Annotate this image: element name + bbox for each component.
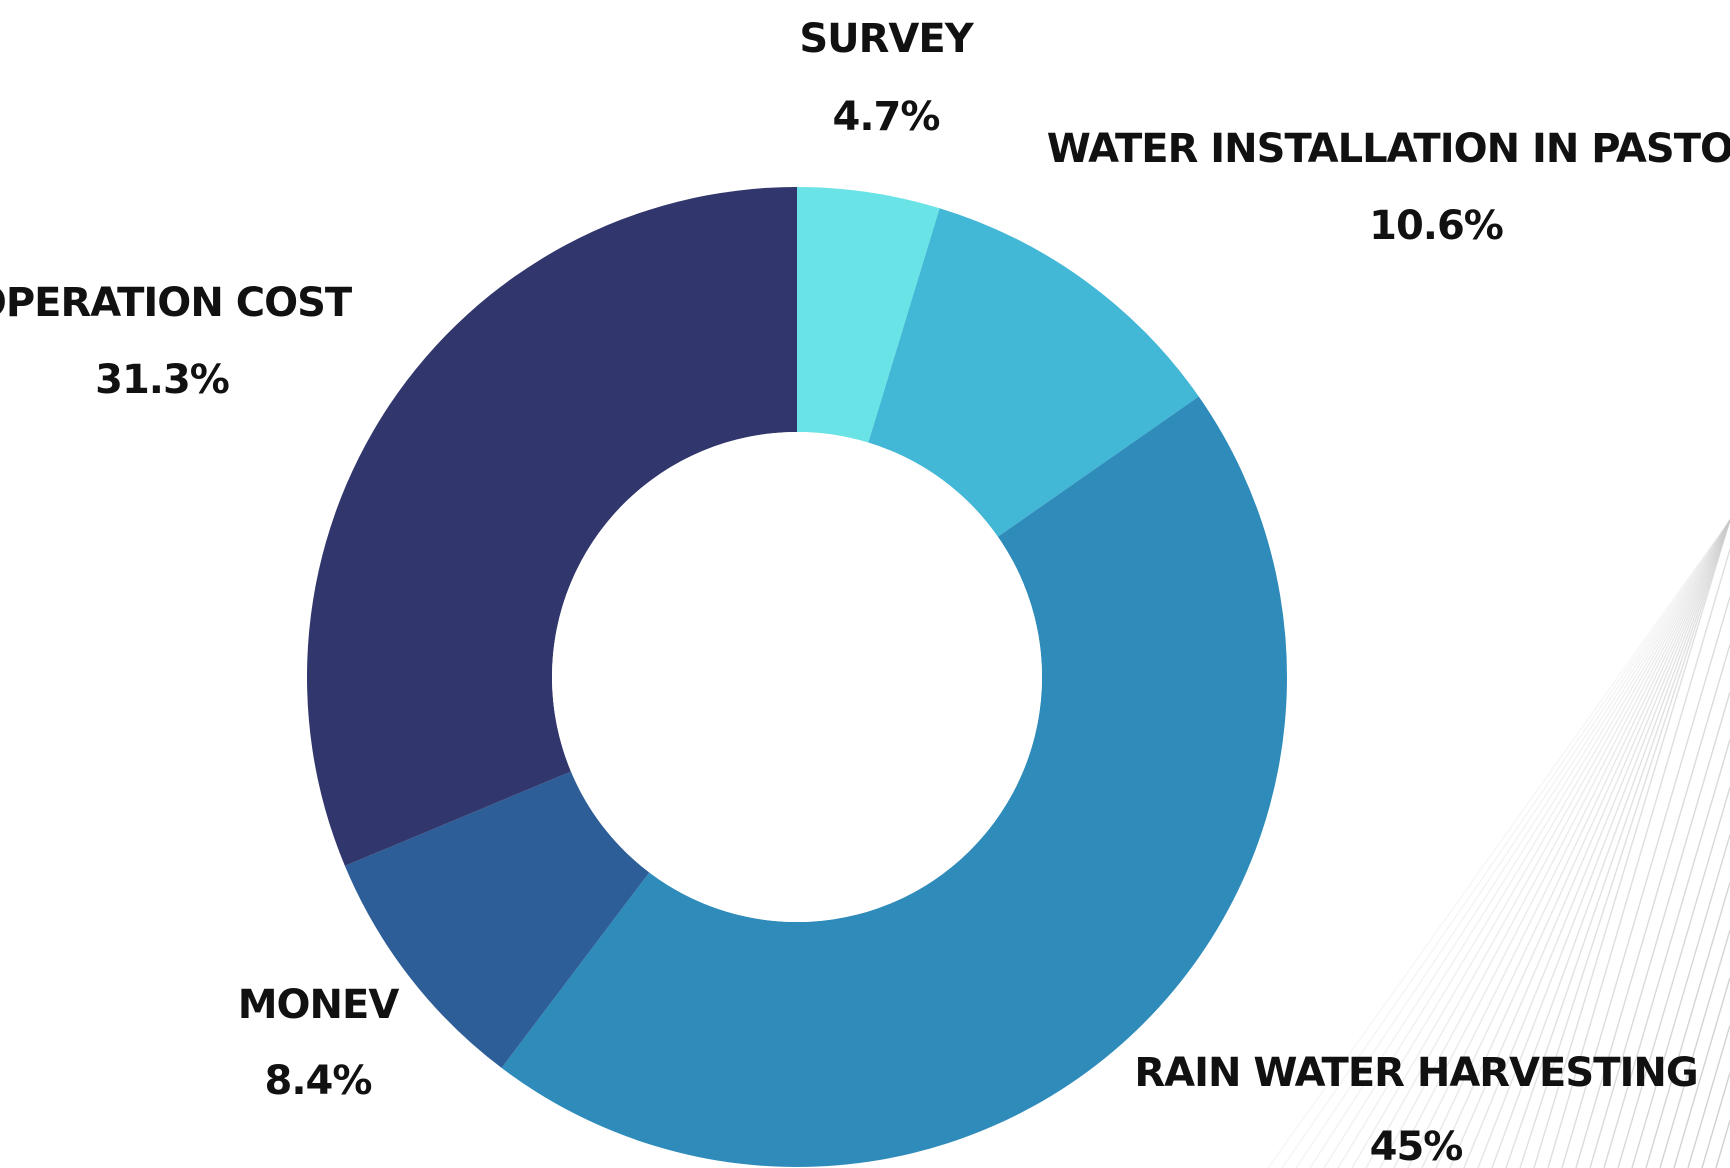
label-monev: MONEV: [238, 982, 400, 1028]
decorative-line: [1309, 519, 1730, 1168]
decorative-line: [1533, 519, 1730, 1168]
decorative-line: [1589, 691, 1730, 1168]
decorative-line: [1673, 977, 1730, 1168]
decorative-line: [1393, 519, 1730, 1168]
donut-hole: [552, 432, 1042, 922]
value-water-installation: 10.6%: [1369, 203, 1503, 249]
decorative-line: [1701, 1072, 1730, 1168]
decorative-line: [1337, 519, 1730, 1168]
decorative-line: [1547, 549, 1730, 1168]
decorative-line: [1575, 644, 1730, 1168]
decorative-line: [1715, 1120, 1730, 1168]
label-water-installation: WATER INSTALLATION IN PASTORAN: [1047, 126, 1730, 172]
value-monev: 8.4%: [265, 1058, 372, 1104]
decorative-line: [1323, 519, 1730, 1168]
decorative-line: [1463, 519, 1730, 1168]
decorative-lines: [1267, 519, 1730, 1168]
value-rain-water-harvesting: 45%: [1370, 1124, 1463, 1168]
decorative-line: [1659, 929, 1730, 1168]
decorative-line: [1379, 519, 1730, 1168]
decorative-line: [1645, 882, 1730, 1168]
slice-operation-cost: [306, 187, 797, 866]
decorative-line: [1603, 739, 1730, 1168]
decorative-line: [1435, 519, 1730, 1168]
decorative-line: [1421, 519, 1730, 1168]
decorative-line: [1295, 519, 1730, 1168]
decorative-line: [1267, 519, 1730, 1168]
decorative-line: [1281, 519, 1730, 1168]
decorative-line: [1519, 519, 1730, 1168]
label-operation-cost: OPERATION COST: [0, 280, 353, 326]
decorative-line: [1407, 519, 1730, 1168]
decorative-line: [1477, 519, 1730, 1168]
decorative-line: [1617, 787, 1730, 1168]
decorative-line: [1687, 1025, 1730, 1168]
slice-survey: [797, 187, 940, 443]
value-survey: 4.7%: [833, 94, 940, 140]
decorative-line: [1449, 519, 1730, 1168]
decorative-line: [1365, 519, 1730, 1168]
decorative-line: [1505, 519, 1730, 1168]
decorative-line: [1351, 519, 1730, 1168]
label-rain-water-harvesting: RAIN WATER HARVESTING: [1134, 1050, 1697, 1096]
value-operation-cost: 31.3%: [95, 357, 229, 403]
label-survey: SURVEY: [799, 16, 974, 62]
slice-rain-water-harvesting: [501, 396, 1287, 1167]
slice-water-installation-in-pastoran: [868, 208, 1199, 537]
slice-monev: [344, 771, 650, 1068]
donut-slices: [306, 187, 1287, 1167]
decorative-line: [1631, 834, 1730, 1168]
decorative-line: [1491, 519, 1730, 1168]
decorative-line: [1561, 596, 1730, 1168]
